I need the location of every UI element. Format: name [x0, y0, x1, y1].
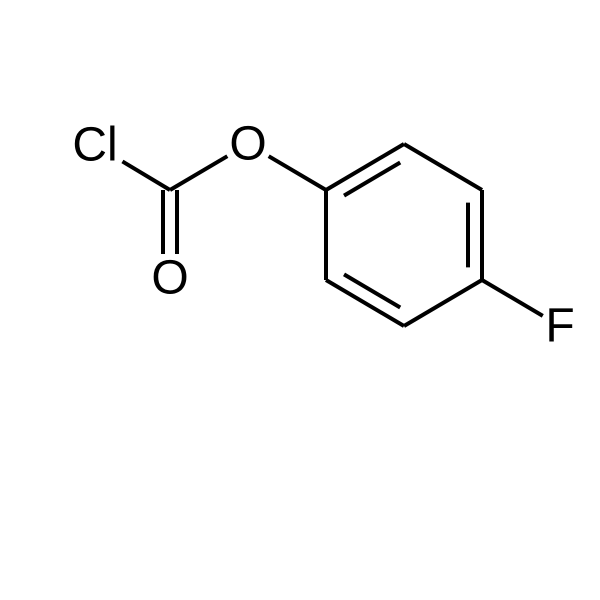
- atom-label-f: F: [545, 300, 574, 353]
- atom-label-o: O: [229, 118, 266, 171]
- bond-double-inner: [344, 162, 400, 195]
- bond-single: [269, 156, 326, 190]
- molecule-diagram: Cl O O F: [0, 0, 600, 600]
- bond-single: [404, 144, 482, 190]
- bond-single: [404, 280, 482, 326]
- atom-label-cl: Cl: [72, 119, 117, 172]
- atom-label-o: O: [151, 252, 188, 305]
- bond-single: [122, 161, 170, 190]
- bond-single: [482, 280, 543, 316]
- bond-double-inner: [344, 274, 400, 307]
- bond-single: [170, 156, 227, 190]
